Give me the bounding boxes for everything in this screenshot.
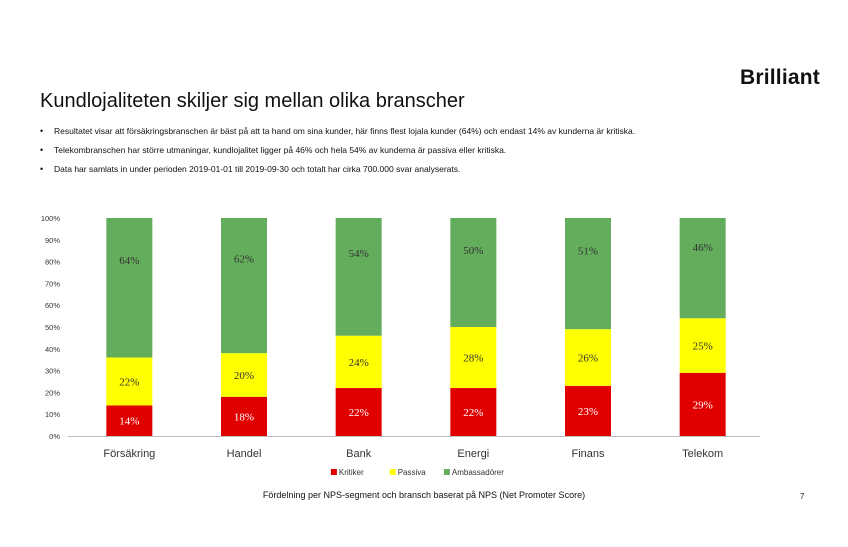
data-label: 22%	[119, 377, 139, 389]
data-label: 26%	[578, 353, 598, 365]
data-label: 24%	[349, 357, 369, 369]
bar-segment	[679, 318, 726, 373]
data-label: 22%	[463, 407, 483, 419]
legend-swatch	[443, 469, 450, 475]
y-tick-label: 60%	[45, 301, 60, 310]
y-tick-label: 0%	[49, 432, 60, 441]
y-tick-label: 70%	[45, 279, 60, 288]
bullet-item: • Data har samlats in under perioden 2019…	[40, 164, 810, 175]
y-tick-label: 80%	[45, 258, 60, 267]
x-category-label: Finans	[571, 448, 605, 460]
data-label: 62%	[234, 254, 254, 266]
x-category-label: Bank	[346, 448, 372, 460]
data-label: 54%	[349, 248, 369, 260]
slide-title: Kundlojaliteten skiljer sig mellan olika…	[40, 90, 465, 112]
legend-swatch	[330, 469, 337, 475]
legend-label: Passiva	[398, 468, 427, 477]
y-tick-label: 100%	[41, 214, 61, 223]
bar-segment	[335, 218, 382, 336]
x-category-label: Telekom	[682, 448, 723, 460]
data-label: 28%	[463, 353, 483, 365]
data-label: 25%	[693, 341, 713, 353]
data-label: 46%	[693, 242, 713, 254]
bullet-dot: •	[40, 164, 44, 174]
y-tick-label: 50%	[45, 323, 60, 332]
y-tick-label: 30%	[45, 367, 60, 376]
bullet-text: Telekombranschen har större utmaningar, …	[54, 145, 507, 155]
y-tick-label: 20%	[45, 388, 60, 397]
page-number: 7	[800, 492, 805, 501]
legend-label: Ambassadörer	[452, 468, 504, 477]
bullet-text: Data har samlats in under perioden 2019-…	[54, 164, 461, 174]
data-label: 22%	[349, 407, 369, 419]
y-tick-label: 10%	[45, 410, 60, 419]
bar-segment	[565, 385, 611, 436]
bar-segment	[565, 218, 611, 330]
data-label: 51%	[578, 246, 598, 258]
bar-segment	[679, 218, 726, 319]
brilliant-logo: Brilliant	[740, 66, 820, 89]
bullet-text: Resultatet visar att försäkringsbransche…	[54, 126, 636, 136]
legend-swatch	[389, 469, 396, 475]
bar-segment	[565, 329, 611, 386]
bar-segment	[221, 218, 267, 354]
data-label: 29%	[693, 399, 713, 411]
y-tick-label: 40%	[45, 345, 60, 354]
x-category-label: Försäkring	[103, 448, 155, 460]
bullet-dot: •	[40, 145, 44, 155]
bar-segment	[679, 372, 726, 436]
bar-segment	[106, 405, 153, 436]
bullet-item: • Resultatet visar att försäkringsbransch…	[40, 126, 810, 137]
data-label: 18%	[234, 411, 254, 423]
bullet-dot: •	[40, 126, 44, 136]
x-category-label: Energi	[457, 448, 489, 460]
bar-segment	[106, 357, 153, 406]
data-label: 23%	[578, 406, 598, 418]
chart-caption: Fördelning per NPS-segment och bransch b…	[262, 490, 586, 500]
data-label: 64%	[119, 255, 139, 267]
bar-segment	[450, 388, 497, 436]
bar-segment	[450, 327, 497, 389]
bar-segment	[106, 218, 153, 358]
bar-segment	[335, 335, 382, 389]
data-label: 14%	[119, 416, 139, 428]
bar-segment	[221, 396, 267, 436]
bullet-list: • Resultatet visar att försäkringsbransch…	[40, 126, 810, 183]
data-label: 20%	[234, 370, 254, 382]
data-label: 50%	[463, 245, 483, 257]
bullet-item: • Telekombranschen har större utmaningar,…	[40, 145, 810, 156]
bar-segment	[450, 218, 497, 327]
y-tick-label: 90%	[45, 236, 60, 245]
x-category-label: Handel	[227, 448, 262, 460]
legend-label: Kritiker	[339, 468, 364, 477]
bar-segment	[221, 353, 267, 397]
bar-segment	[335, 388, 382, 436]
